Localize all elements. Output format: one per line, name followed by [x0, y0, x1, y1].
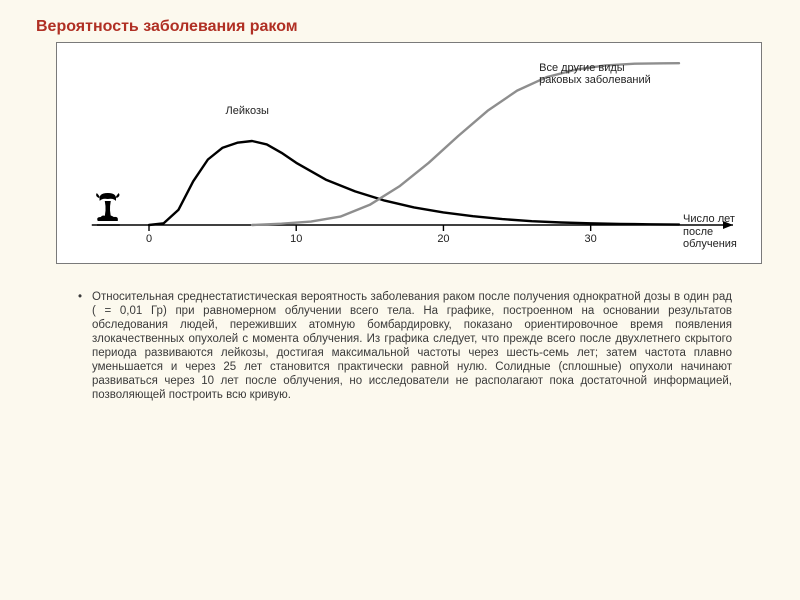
page-title: Вероятность заболевания раком: [36, 18, 772, 36]
chart-container: 0 10 20 30 Лейкозы Все другие видыраковых заб…: [56, 42, 762, 264]
body-text: Относительная среднестатистическая вероя…: [92, 290, 732, 402]
x-tick-10: 10: [290, 233, 302, 245]
x-axis-label: Число летпосле облучения: [683, 213, 761, 251]
x-tick-0: 0: [146, 233, 152, 245]
series-label-other_cancers: Все другие видыраковых заболеваний: [539, 62, 651, 86]
body-paragraph: Относительная среднестатистическая вероя…: [92, 290, 732, 402]
x-tick-20: 20: [437, 233, 449, 245]
x-tick-30: 30: [585, 233, 597, 245]
series-label-leukemia: Лейкозы: [226, 105, 269, 117]
chart-svg: [57, 43, 761, 263]
